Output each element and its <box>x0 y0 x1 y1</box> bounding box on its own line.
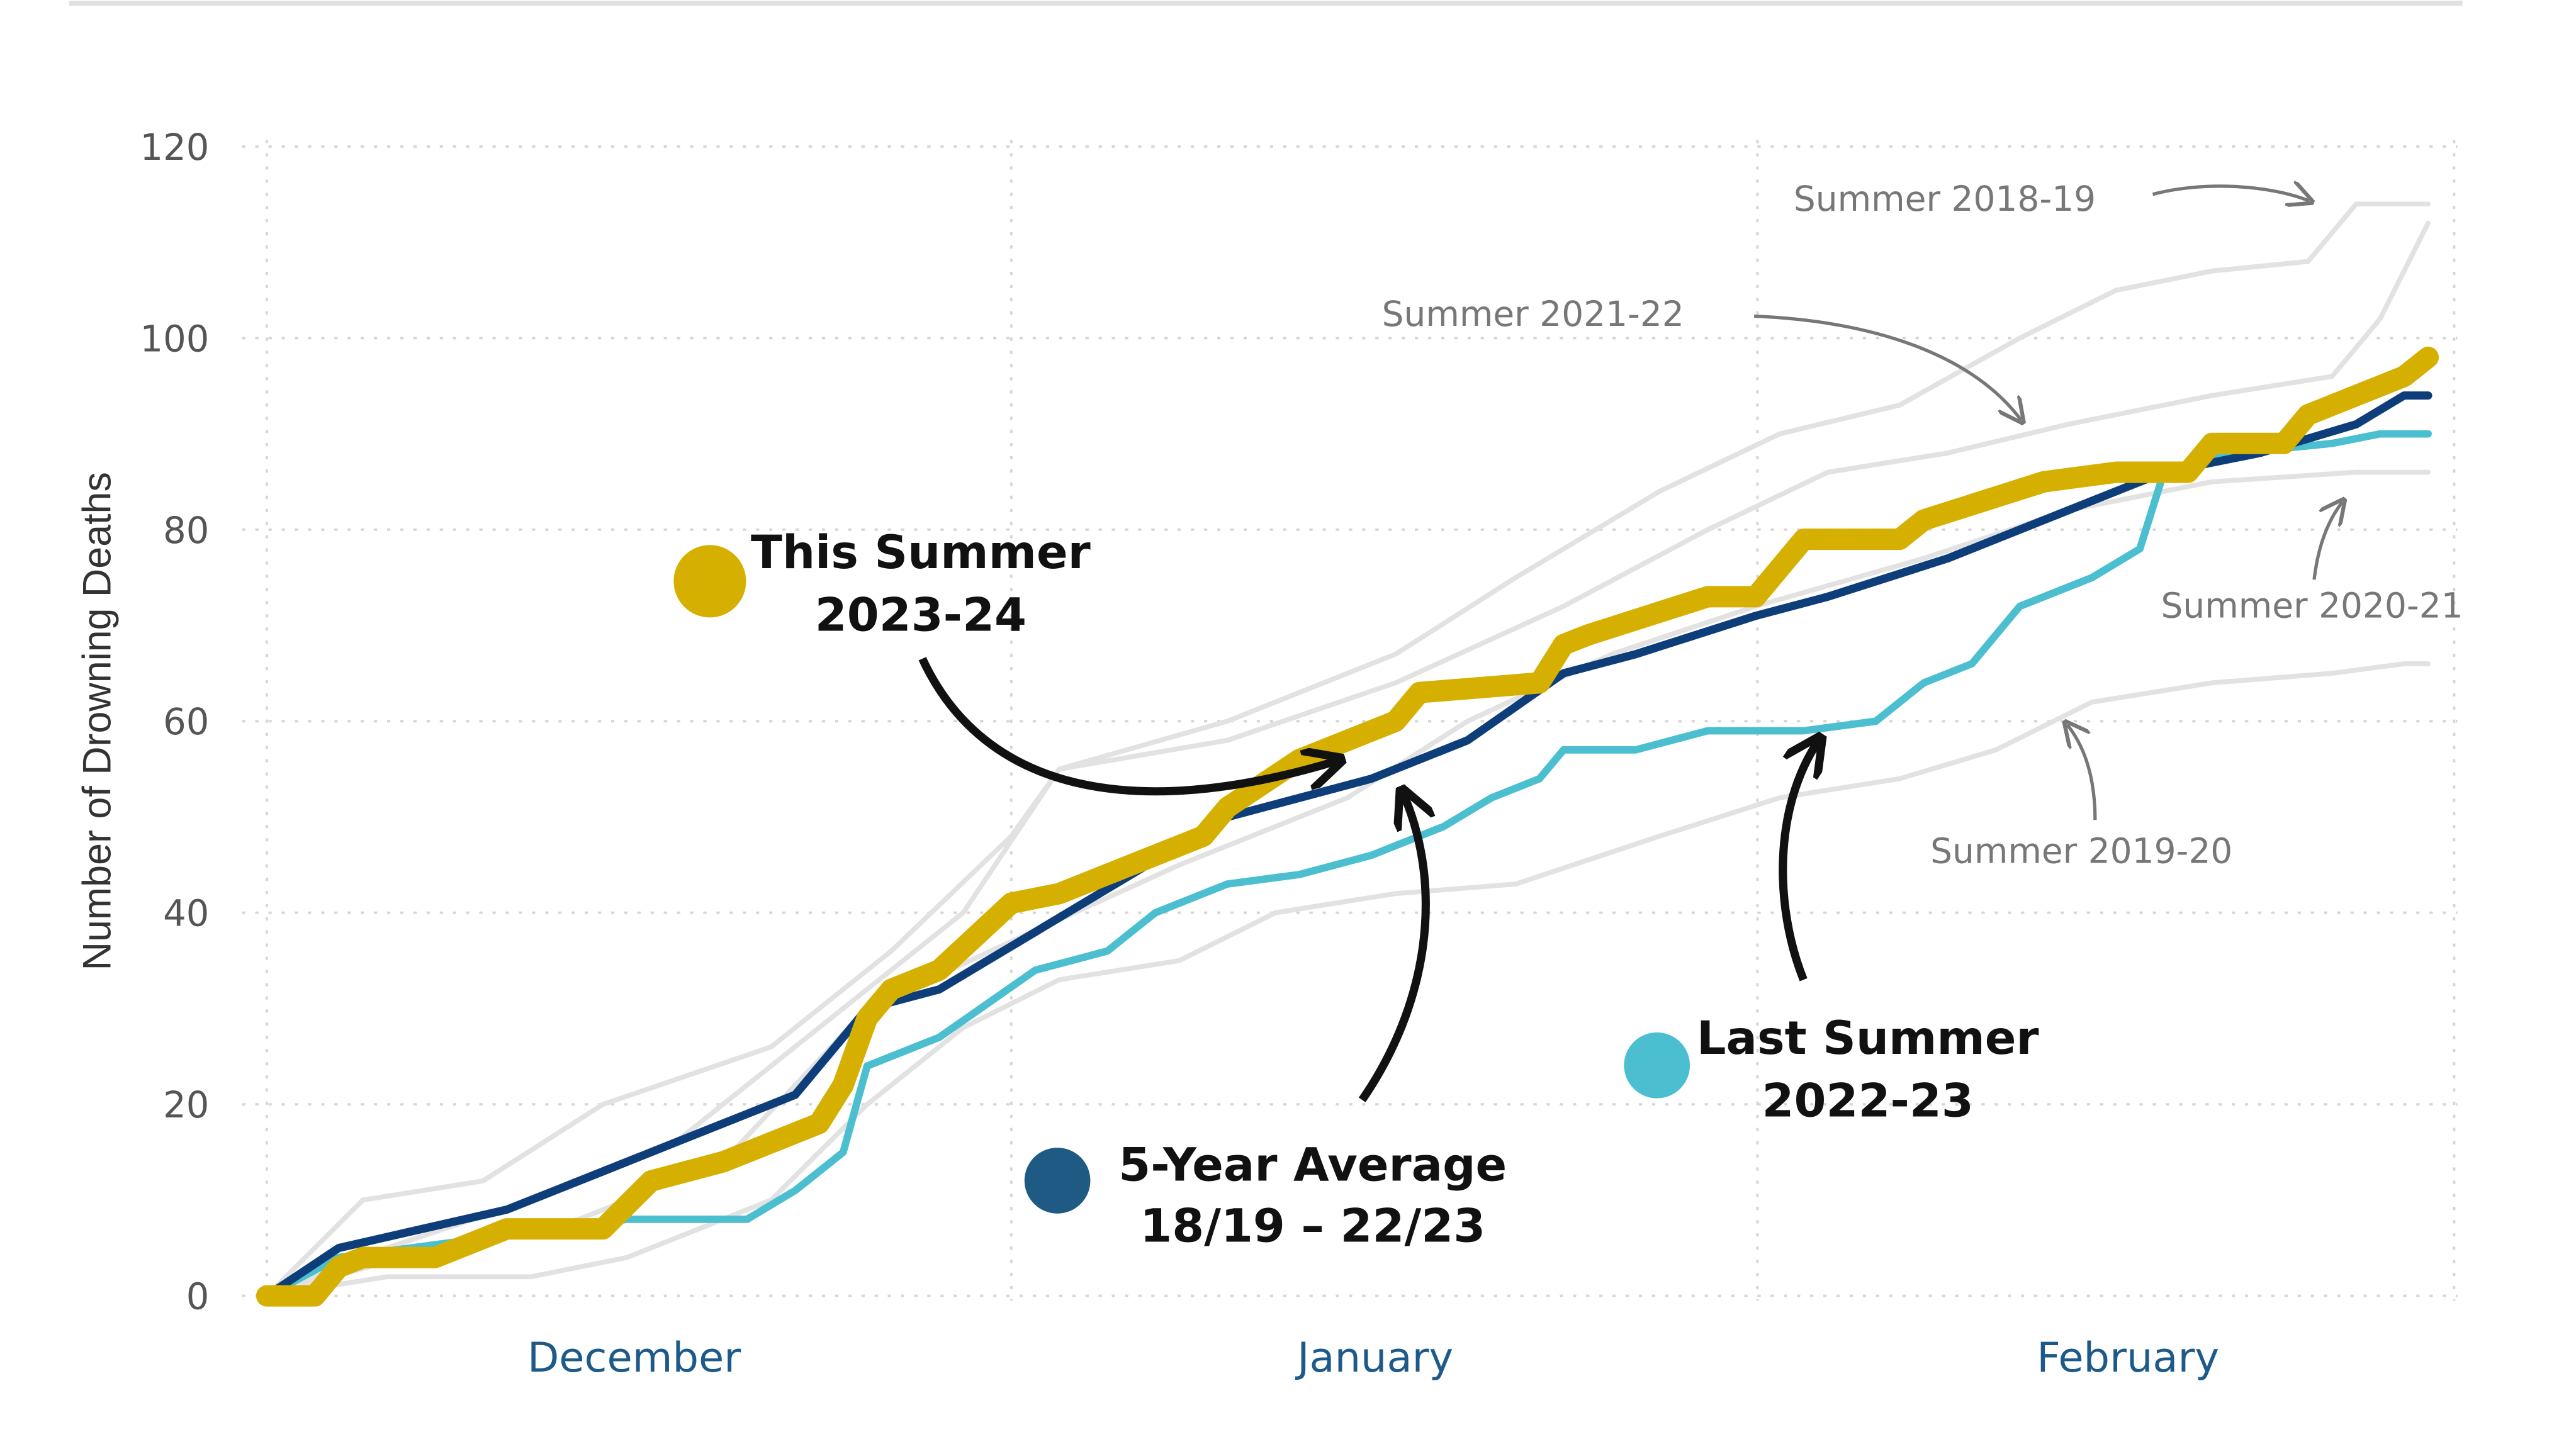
series-line-summer-2018-19 <box>264 201 2431 1299</box>
series-line-summer-2021-22 <box>264 220 2431 1299</box>
x-tick-december: December <box>527 1334 741 1382</box>
y-axis-label: Number of Drowning Deaths <box>75 472 119 970</box>
legend-dot-this-summer <box>673 545 746 618</box>
arrow-this-summer <box>918 657 1337 796</box>
label-last-summer: Last Summer 2022-23 <box>1697 1012 2039 1127</box>
y-tick-label: 40 <box>163 893 209 935</box>
arrow-five-year <box>1358 793 1426 1102</box>
y-tick-label: 0 <box>186 1276 210 1318</box>
series-line-this-summer-2023-24 <box>256 346 2439 1307</box>
y-tick-label: 120 <box>140 126 209 169</box>
y-tick-label: 60 <box>163 701 209 743</box>
y-tick-label: 80 <box>163 510 209 552</box>
label-five-year-average: 5-Year Average 18/19 – 22/23 <box>1118 1138 1507 1253</box>
label-summer-2018-19: Summer 2018-19 <box>1794 179 2096 219</box>
arrow-2019-20 <box>2067 725 2097 820</box>
arrow-2018-19 <box>2152 186 2309 201</box>
x-tick-february: February <box>2037 1334 2219 1382</box>
legend-dot-last-summer <box>1624 1032 1690 1099</box>
label-summer-2019-20: Summer 2019-20 <box>1930 831 2232 871</box>
series-line-last-summer-2022-23 <box>263 430 2432 1300</box>
label-summer-2020-21: Summer 2020-21 <box>2161 585 2463 625</box>
y-axis-ticks: 0 20 40 60 80 100 120 <box>140 126 209 1318</box>
gridlines <box>242 140 2458 1301</box>
y-tick-label: 100 <box>140 318 209 360</box>
arrow-2021-22 <box>1754 314 2021 420</box>
x-tick-january: January <box>1295 1334 1453 1382</box>
y-tick-label: 20 <box>163 1084 209 1126</box>
label-this-summer: This Summer 2023-24 <box>751 526 1091 642</box>
arrow-last-summer <box>1779 741 1818 982</box>
label-summer-2021-22: Summer 2021-22 <box>1382 294 1684 334</box>
arrow-2020-21 <box>2312 502 2342 580</box>
series-lines <box>256 201 2439 1307</box>
legend-dot-five-year <box>1024 1148 1091 1214</box>
series-line-summer-2019-20 <box>264 661 2431 1299</box>
